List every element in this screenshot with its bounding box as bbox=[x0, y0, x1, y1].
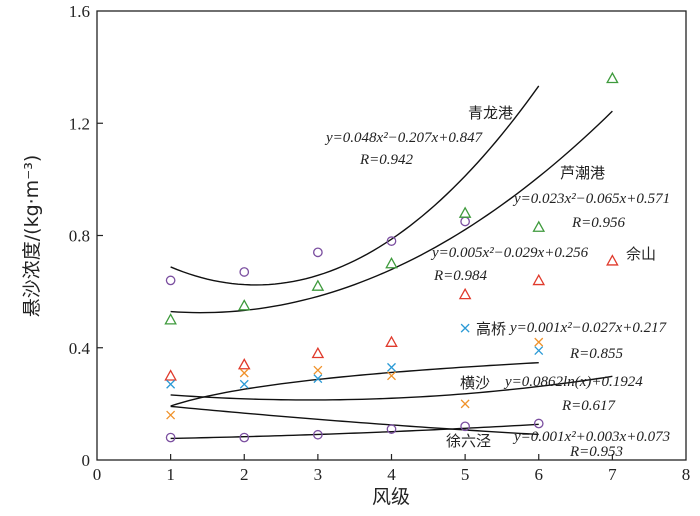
data-point-5 bbox=[533, 418, 544, 429]
x-tick-label: 0 bbox=[93, 465, 102, 484]
data-point-0 bbox=[460, 216, 470, 227]
axis-ticks: 0 1 2 3 4 5 6 7 8 0 0.4 0.8 1.2 1.6 bbox=[69, 2, 691, 484]
data-point-1 bbox=[532, 220, 546, 232]
fit-curve-2 bbox=[170, 375, 613, 401]
x-tick-label: 6 bbox=[535, 465, 544, 484]
data-point-1 bbox=[311, 279, 325, 291]
fit-r-value-1: R=0.956 bbox=[571, 215, 626, 231]
series-name-1: 芦潮港 bbox=[560, 164, 605, 182]
fit-curve-4 bbox=[170, 361, 539, 407]
data-point-2 bbox=[311, 346, 325, 359]
series-name-2: 佘山 bbox=[626, 245, 656, 263]
data-point-4 bbox=[534, 337, 544, 347]
series-name-0: 青龙港 bbox=[468, 104, 513, 122]
data-points bbox=[164, 71, 619, 443]
data-point-3 bbox=[387, 362, 396, 372]
y-tick-label: 0.8 bbox=[69, 227, 90, 246]
series-name-5: 徐六泾 bbox=[446, 432, 491, 450]
series-name-4: 横沙 bbox=[460, 374, 490, 392]
data-point-1 bbox=[237, 299, 251, 311]
x-tick-label: 1 bbox=[166, 465, 175, 484]
data-point-4 bbox=[387, 371, 396, 381]
data-point-2 bbox=[458, 287, 472, 300]
x-tick-label: 8 bbox=[682, 465, 691, 484]
fit-curve-5 bbox=[170, 423, 539, 440]
x-tick-label: 5 bbox=[461, 465, 470, 484]
y-tick-label: 0 bbox=[82, 451, 91, 470]
data-point-4 bbox=[166, 410, 176, 420]
fit-curve-3 bbox=[170, 405, 539, 436]
data-point-0 bbox=[165, 275, 176, 286]
series-annotations: 青龙港 y=0.048x²−0.207x+0.847 R=0.942 芦潮港 y=0.0… bbox=[324, 104, 670, 460]
x-tick-label: 2 bbox=[240, 465, 249, 484]
data-point-5 bbox=[460, 421, 470, 432]
data-point-2 bbox=[164, 369, 177, 381]
data-point-5 bbox=[386, 424, 397, 434]
data-point-1 bbox=[385, 257, 398, 269]
data-point-5 bbox=[313, 429, 323, 440]
fit-equation-5: y=0.001x²+0.003x+0.073 bbox=[512, 429, 670, 445]
fit-r-value-5: R=0.953 bbox=[569, 444, 623, 460]
series-name-3: 高桥 bbox=[476, 320, 506, 338]
data-point-2 bbox=[237, 358, 251, 370]
data-point-1 bbox=[458, 206, 472, 218]
fit-equation-3: y=0.001x²−0.027x+0.217 bbox=[508, 320, 668, 336]
x-tick-label: 7 bbox=[608, 465, 617, 484]
fit-r-value-0: R=0.942 bbox=[359, 152, 414, 168]
data-point-2 bbox=[385, 335, 398, 347]
data-point-3 bbox=[239, 379, 249, 389]
data-point-0 bbox=[386, 236, 397, 246]
fit-equation-1: y=0.023x²−0.065x+0.571 bbox=[512, 191, 670, 207]
fit-r-value-2: R=0.984 bbox=[433, 268, 488, 284]
data-point-4 bbox=[460, 399, 470, 409]
fit-r-value-4: R=0.617 bbox=[561, 398, 617, 414]
data-point-3 bbox=[166, 379, 176, 389]
data-point-0 bbox=[239, 267, 250, 277]
fit-equation-2: y=0.005x²−0.029x+0.256 bbox=[430, 245, 589, 261]
x-tick-label: 4 bbox=[387, 465, 396, 484]
data-point-5 bbox=[239, 432, 250, 443]
y-tick-label: 1.6 bbox=[69, 2, 90, 21]
plot-frame bbox=[96, 10, 687, 461]
x-tick-label: 3 bbox=[314, 465, 323, 484]
fit-r-value-3: R=0.855 bbox=[569, 346, 624, 362]
fit-curve-0 bbox=[170, 85, 540, 286]
data-point-1 bbox=[164, 313, 177, 325]
fit-equation-4: y=0.0862ln(x)+0.1924 bbox=[503, 374, 643, 390]
data-point-3 bbox=[313, 374, 323, 384]
fit-equation-0: y=0.048x²−0.207x+0.847 bbox=[324, 130, 484, 146]
x-axis-title: 风级 bbox=[372, 486, 410, 508]
data-point-3 bbox=[460, 323, 470, 333]
data-point-2 bbox=[532, 273, 546, 286]
data-point-2 bbox=[606, 254, 619, 266]
y-tick-label: 0.4 bbox=[69, 339, 91, 358]
data-point-1 bbox=[606, 71, 619, 84]
data-point-0 bbox=[313, 247, 323, 258]
y-tick-label: 1.2 bbox=[69, 114, 90, 133]
data-point-4 bbox=[239, 368, 249, 378]
y-axis-title: 悬沙浓度/(kg·m⁻³) bbox=[21, 155, 43, 317]
data-point-4 bbox=[313, 365, 323, 375]
data-point-5 bbox=[165, 432, 176, 443]
data-point-3 bbox=[534, 346, 544, 356]
